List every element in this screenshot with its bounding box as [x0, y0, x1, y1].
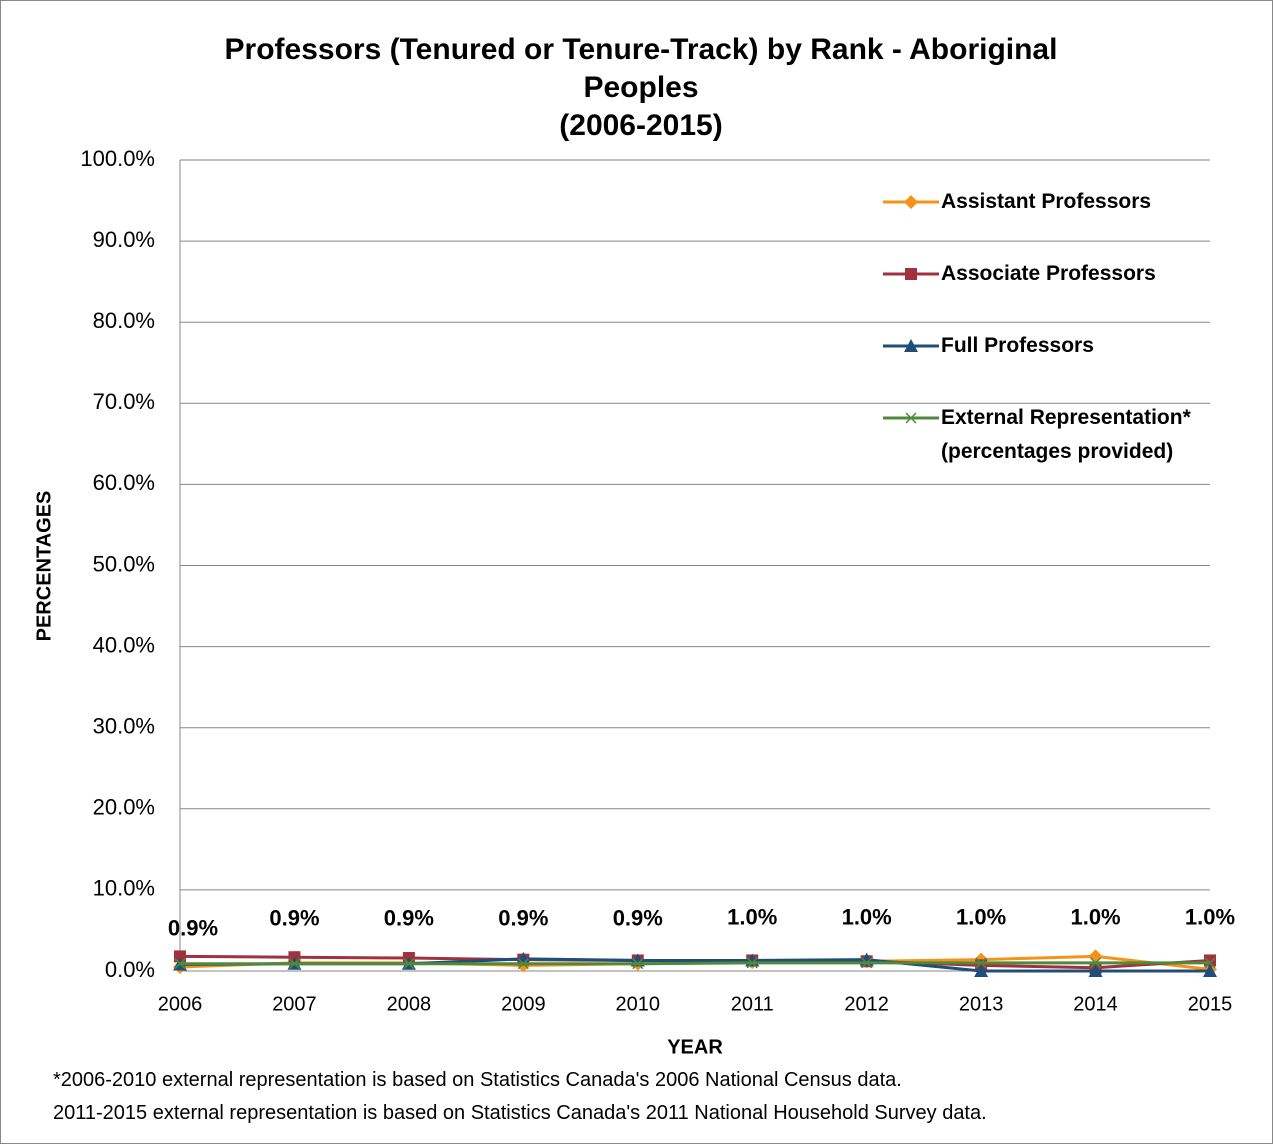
data-label: 1.0%: [956, 905, 1006, 930]
y-tick-label: 50.0%: [93, 551, 155, 576]
y-tick-label: 40.0%: [93, 632, 155, 657]
data-label: 1.0%: [727, 905, 777, 930]
marker-stroke: [403, 958, 415, 970]
marker: [632, 958, 644, 970]
marker: [516, 951, 531, 965]
legend-label: Assistant Professors: [941, 190, 1152, 213]
footnote: *2006-2010 external representation is ba…: [53, 1069, 902, 1091]
marker-stroke: [517, 958, 529, 970]
x-tick-label: 2013: [959, 993, 1004, 1015]
data-label: 0.9%: [613, 906, 663, 931]
y-tick-label: 20.0%: [93, 795, 155, 820]
data-label: 1.0%: [1185, 905, 1235, 930]
marker-stroke: [905, 412, 917, 424]
marker-stroke: [1204, 957, 1216, 969]
marker-stroke: [288, 958, 300, 970]
chart-title: Professors (Tenured or Tenure-Track) by …: [224, 33, 1058, 104]
marker: [905, 412, 917, 424]
x-tick-label: 2014: [1073, 993, 1118, 1015]
x-tick-label: 2012: [844, 993, 889, 1015]
chart-subtitle: (2006-2015): [559, 109, 723, 142]
marker-stroke: [975, 957, 987, 969]
marker: [975, 957, 987, 969]
data-label: 0.9%: [384, 906, 434, 931]
marker-stroke: [861, 957, 873, 969]
data-label: 1.0%: [1070, 905, 1120, 930]
marker-stroke: [1090, 957, 1102, 969]
x-tick-label: 2006: [158, 993, 203, 1015]
marker: [1088, 949, 1103, 964]
marker: [174, 950, 186, 963]
series-line: [180, 961, 1210, 966]
legend-label: Full Professors: [941, 334, 1094, 357]
y-tick-label: 80.0%: [93, 308, 155, 333]
data-label: 0.9%: [269, 906, 319, 931]
data-label: 1.0%: [842, 905, 892, 930]
marker: [517, 958, 529, 970]
legend: Assistant Professors Associate Professors…: [881, 183, 1211, 471]
marker: [974, 964, 989, 977]
legend-swatch: [883, 339, 939, 352]
x-tick-label: 2011: [731, 993, 774, 1015]
marker: [905, 268, 917, 280]
y-tick-label: 100.0%: [80, 146, 155, 171]
legend-label: External Representation* (percentages pr…: [941, 406, 1191, 463]
marker: [1204, 957, 1216, 969]
legend-item: Associate Professors: [881, 255, 1211, 327]
marker: [746, 957, 758, 969]
legend-swatch: [883, 195, 939, 209]
x-tick-label: 2010: [616, 993, 661, 1015]
marker-stroke: [174, 958, 186, 970]
marker: [1088, 964, 1103, 977]
legend-label: Associate Professors: [941, 262, 1156, 285]
marker: [1203, 964, 1217, 977]
marker-stroke: [746, 957, 758, 969]
legend-swatch: [883, 412, 939, 424]
legend-item: External Representation* (percentages pr…: [881, 399, 1211, 471]
y-tick-label: 70.0%: [93, 389, 155, 414]
marker-stroke: [632, 958, 644, 970]
x-tick-label: 2007: [272, 993, 317, 1015]
legend-item: Full Professors: [881, 327, 1211, 399]
data-label: 0.9%: [498, 906, 548, 931]
title-block: Professors (Tenured or Tenure-Track) by …: [171, 31, 1111, 145]
x-tick-label: 2008: [387, 993, 432, 1015]
y-tick-label: 30.0%: [93, 714, 155, 739]
y-axis-title: PERCENTAGES: [33, 491, 55, 642]
marker: [904, 339, 918, 352]
marker: [288, 958, 300, 970]
marker: [174, 958, 186, 970]
y-tick-label: 0.0%: [105, 957, 155, 982]
marker: [904, 195, 918, 209]
marker: [403, 958, 415, 970]
legend-swatch: [883, 268, 939, 280]
marker: [861, 957, 873, 969]
y-tick-label: 10.0%: [93, 876, 155, 901]
data-label: 0.9%: [168, 916, 218, 941]
y-tick-label: 60.0%: [93, 470, 155, 495]
legend-item: Assistant Professors: [881, 183, 1211, 255]
x-axis-title: YEAR: [667, 1036, 723, 1058]
footnote: 2011-2015 external representation is bas…: [53, 1102, 987, 1124]
y-tick-label: 90.0%: [93, 227, 155, 252]
x-tick-label: 2015: [1188, 993, 1233, 1015]
x-tick-label: 2009: [501, 993, 546, 1015]
marker: [1090, 957, 1102, 969]
